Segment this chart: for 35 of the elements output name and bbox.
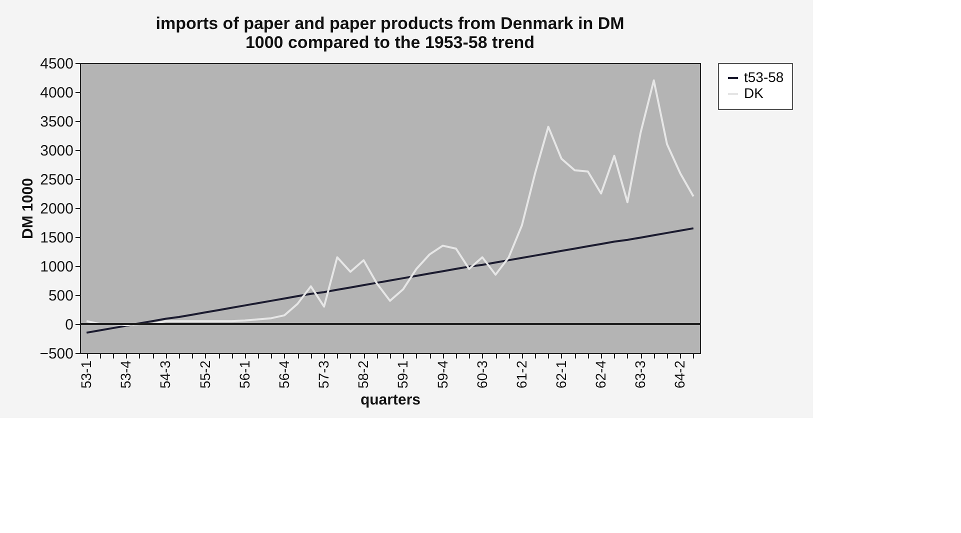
x-tick-label: 61-2 [513,360,530,389]
x-tick-label: 56-4 [276,360,292,389]
x-tick-label: 64-2 [672,360,688,389]
x-tick-label: 62-4 [592,360,609,389]
legend-label: DK [744,85,764,101]
y-tick-label: 3000 [40,142,74,160]
y-tick-label: 0 [65,316,74,334]
text: imports of paper and paper products from Denmark in DM [156,14,624,33]
x-tick-label: 58-2 [355,360,372,389]
y-tick-label: 2000 [40,200,74,218]
y-tick-label: 1000 [40,258,74,276]
line-series [86,227,694,334]
text: 1000 compared to the 1953-58 trend [245,33,535,52]
y-tick-label: 1500 [40,230,74,246]
y-tick-label: 500 [48,288,74,304]
x-tick-label: 56-1 [236,360,252,389]
y-tick-label: 2500 [40,172,74,188]
y-axis-title: DM 1000 [20,178,37,239]
y-tick-label: 4000 [40,84,74,102]
y-tick-label: 4500 [40,56,74,72]
x-tick-label: 53-1 [78,360,94,389]
x-tick-label: 63-3 [632,360,648,389]
x-axis-title: quarters [360,392,421,409]
x-tick-label: 60-3 [474,360,490,389]
x-tick-label: 54-3 [157,360,174,389]
x-tick-label: 59-1 [394,360,411,389]
x-tick-label: 57-3 [316,360,332,389]
x-tick-label: 59-4 [434,360,450,389]
legend-label: t53-58 [744,69,784,85]
x-tick-label: 62-1 [552,360,569,389]
x-tick-label: 53-4 [118,360,134,389]
line-series [86,79,694,326]
x-tick-label: 55-2 [196,360,213,389]
y-tick-label: 3500 [40,114,74,130]
y-tick-label: −500 [40,346,74,362]
